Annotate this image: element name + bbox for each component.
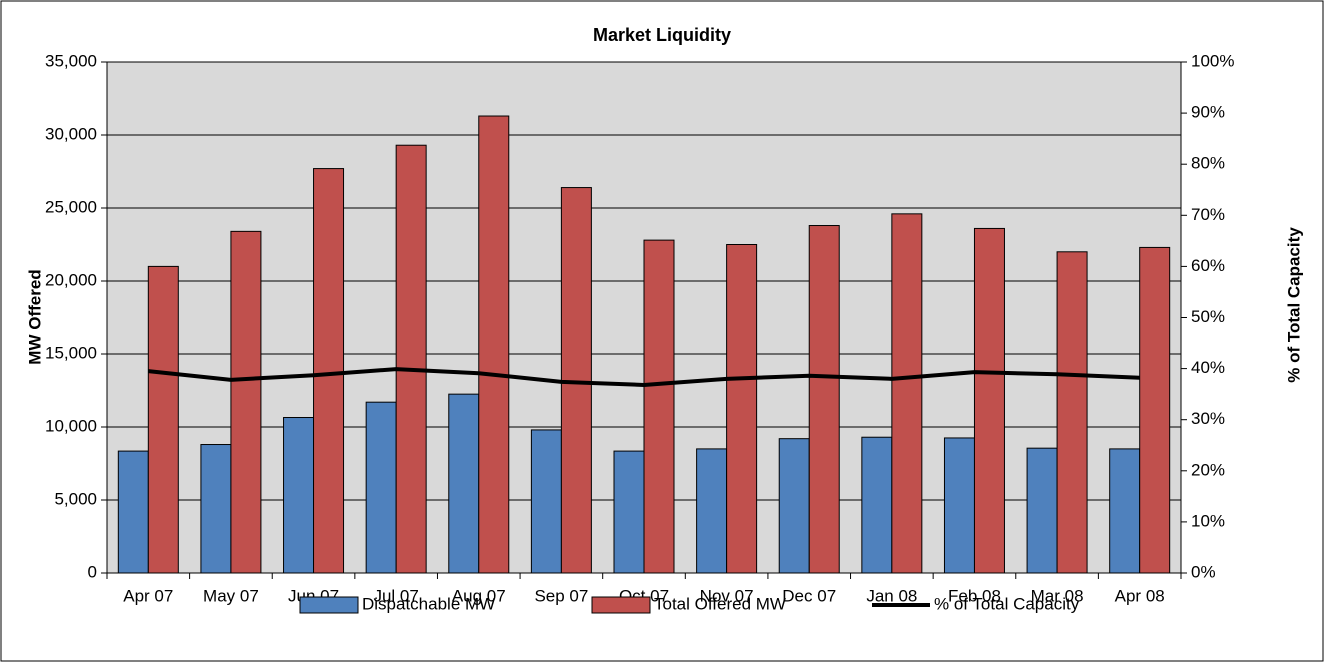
y2-tick-label: 80% (1191, 154, 1225, 173)
legend-label: Total Offered MW (654, 594, 786, 613)
bar (973, 227, 1005, 574)
y-tick-label: 10,000 (45, 416, 97, 435)
bar (117, 450, 149, 574)
x-tick-label: Aug 07 (452, 586, 506, 605)
bar (1056, 251, 1088, 574)
legend-label: % of Total Capacity (934, 594, 1080, 613)
x-tick-label: Jan 08 (866, 586, 917, 605)
y2-tick-label: 100% (1191, 51, 1234, 70)
chart-title: Market Liquidity (593, 25, 731, 45)
bar (530, 429, 562, 574)
y2-tick-label: 40% (1191, 358, 1225, 377)
y2-tick-label: 0% (1191, 562, 1216, 581)
legend-label: Dispatchable MW (362, 594, 495, 613)
y2-tick-label: 70% (1191, 205, 1225, 224)
bar (726, 244, 758, 574)
bar (283, 417, 315, 574)
bar (1026, 447, 1058, 574)
y-tick-label: 0 (88, 562, 97, 581)
bar (147, 265, 179, 574)
y2-tick-label: 50% (1191, 307, 1225, 326)
y2-tick-label: 20% (1191, 460, 1225, 479)
y-tick-label: 30,000 (45, 124, 97, 143)
y-tick-label: 20,000 (45, 270, 97, 289)
bar (808, 225, 840, 574)
bar (200, 444, 232, 574)
bar (861, 436, 893, 574)
line (148, 367, 1140, 387)
x-tick-label: Feb 08 (948, 586, 1001, 605)
bar (448, 393, 480, 574)
legend-swatch (591, 596, 651, 614)
legend-swatch (299, 596, 359, 614)
y2-axis-label: % of Total Capacity (1284, 227, 1303, 383)
bar (891, 213, 923, 574)
x-tick-label: Jul 07 (373, 586, 418, 605)
y-tick-label: 15,000 (45, 343, 97, 362)
x-tick-label: Apr 08 (1115, 586, 1165, 605)
bar (230, 230, 262, 574)
y-tick-label: 5,000 (54, 489, 97, 508)
y2-tick-label: 10% (1191, 511, 1225, 530)
x-tick-label: Apr 07 (123, 586, 173, 605)
x-tick-label: Sep 07 (534, 586, 588, 605)
bar (643, 239, 675, 574)
x-tick-label: Dec 07 (782, 586, 836, 605)
bar (1109, 448, 1141, 574)
bar (943, 437, 975, 574)
x-tick-label: Nov 07 (700, 586, 754, 605)
y2-tick-label: 60% (1191, 256, 1225, 275)
bar (696, 448, 728, 574)
bar (313, 168, 345, 574)
bar (613, 450, 645, 574)
y-tick-label: 25,000 (45, 197, 97, 216)
bar (778, 438, 810, 574)
y-tick-label: 35,000 (45, 51, 97, 70)
bar (1139, 246, 1171, 574)
y-axis-label: MW Offered (25, 269, 44, 364)
x-tick-label: Mar 08 (1031, 586, 1084, 605)
bar (395, 144, 427, 574)
y2-tick-label: 90% (1191, 103, 1225, 122)
bar (478, 115, 510, 574)
y2-tick-label: 30% (1191, 409, 1225, 428)
x-tick-label: May 07 (203, 586, 259, 605)
bar (365, 401, 397, 574)
